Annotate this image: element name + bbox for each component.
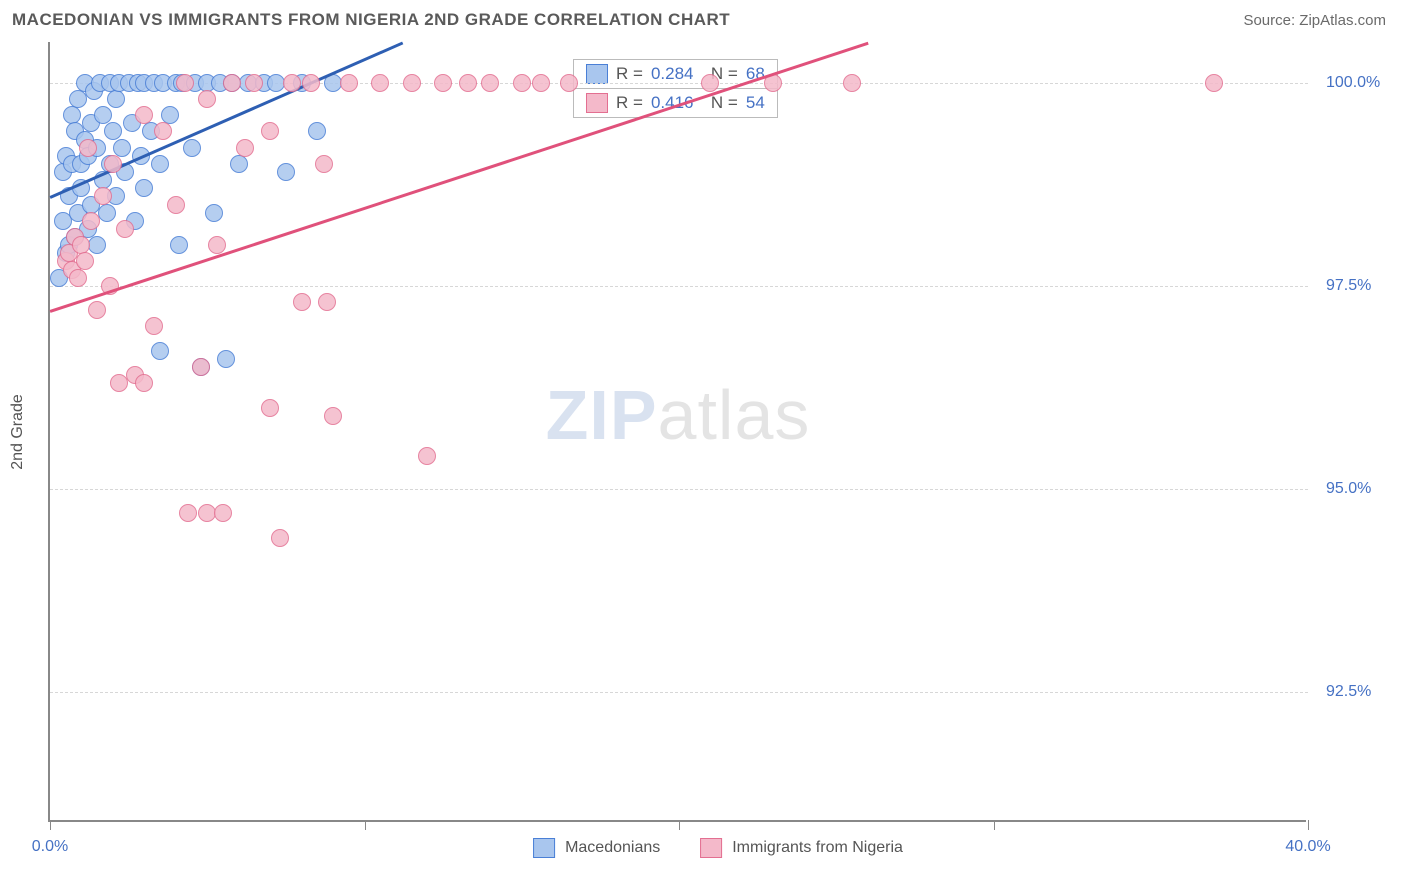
series-swatch [586,93,608,113]
data-point [107,90,125,108]
data-point [481,74,499,92]
data-point [230,155,248,173]
data-point [135,179,153,197]
x-tick [365,820,366,830]
data-point [145,317,163,335]
watermark: ZIPatlas [546,375,811,455]
y-tick-label: 95.0% [1326,480,1371,498]
data-point [403,74,421,92]
data-point [154,122,172,140]
data-point [192,358,210,376]
legend-swatch [533,838,555,858]
data-point [371,74,389,92]
data-point [302,74,320,92]
data-point [236,139,254,157]
x-tick [679,820,680,830]
y-tick-label: 100.0% [1326,74,1380,92]
data-point [94,187,112,205]
x-tick-label: 40.0% [1285,838,1330,856]
x-tick-label: 0.0% [32,838,68,856]
data-point [245,74,263,92]
stat-r-label: R = [616,64,643,84]
data-point [79,139,97,157]
correlation-stats-box: R = 0.284 N = 68R = 0.416 N = 54 [573,60,778,118]
data-point [283,74,301,92]
x-tick [50,820,51,830]
data-point [198,90,216,108]
data-point [135,374,153,392]
x-tick [994,820,995,830]
data-point [88,236,106,254]
data-point [1205,74,1223,92]
data-point [104,122,122,140]
data-point [63,106,81,124]
data-point [318,293,336,311]
stats-row: R = 0.416 N = 54 [573,88,778,118]
data-point [151,342,169,360]
stat-r-value: 0.284 [651,64,694,84]
data-point [315,155,333,173]
legend-label: Macedonians [565,839,660,857]
plot-area: ZIPatlas R = 0.284 N = 68R = 0.416 N = 5… [48,42,1306,822]
gridline [50,489,1308,490]
data-point [113,139,131,157]
chart-title: MACEDONIAN VS IMMIGRANTS FROM NIGERIA 2N… [12,10,730,30]
data-point [434,74,452,92]
data-point [308,122,326,140]
data-point [167,196,185,214]
data-point [459,74,477,92]
data-point [94,106,112,124]
data-point [340,74,358,92]
stat-r-label: R = [616,93,643,113]
data-point [183,139,201,157]
x-tick [1308,820,1309,830]
data-point [214,504,232,522]
data-point [98,204,116,222]
stats-row: R = 0.284 N = 68 [573,59,778,89]
data-point [560,74,578,92]
data-point [324,407,342,425]
chart-legend: Macedonians Immigrants from Nigeria [533,838,903,858]
data-point [116,220,134,238]
legend-item: Macedonians [533,838,660,858]
data-point [179,504,197,522]
data-point [72,236,90,254]
data-point [513,74,531,92]
data-point [843,74,861,92]
source-attribution: Source: ZipAtlas.com [1243,12,1386,29]
data-point [170,236,188,254]
data-point [277,163,295,181]
y-tick-label: 92.5% [1326,683,1371,701]
chart-container: 2nd Grade ZIPatlas R = 0.284 N = 68R = 0… [48,42,1388,822]
stat-n-value: 54 [746,93,765,113]
gridline [50,692,1308,693]
data-point [88,301,106,319]
data-point [293,293,311,311]
data-point [76,252,94,270]
series-swatch [586,64,608,84]
y-tick-label: 97.5% [1326,277,1371,295]
legend-item: Immigrants from Nigeria [700,838,903,858]
data-point [701,74,719,92]
data-point [104,155,122,173]
data-point [176,74,194,92]
data-point [151,155,169,173]
data-point [271,529,289,547]
legend-label: Immigrants from Nigeria [732,839,903,857]
data-point [261,399,279,417]
legend-swatch [700,838,722,858]
data-point [208,236,226,254]
gridline [50,286,1308,287]
data-point [418,447,436,465]
data-point [82,212,100,230]
data-point [69,269,87,287]
y-axis-title: 2nd Grade [9,394,27,470]
data-point [135,106,153,124]
data-point [217,350,235,368]
data-point [223,74,241,92]
data-point [205,204,223,222]
data-point [532,74,550,92]
data-point [261,122,279,140]
